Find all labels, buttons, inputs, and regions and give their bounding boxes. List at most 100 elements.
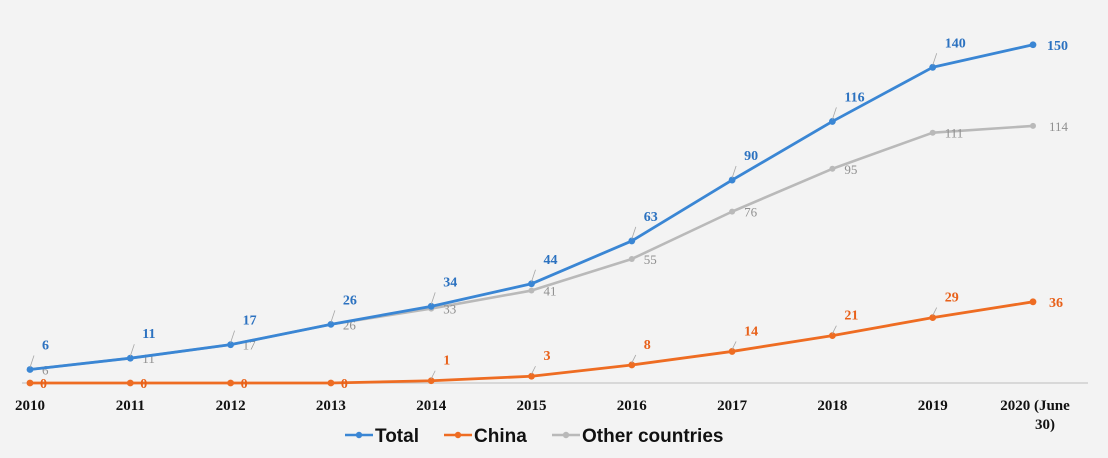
x-tick-label: 2017 [717,398,748,414]
legend-label-other-countries: Other countries [582,426,723,447]
other-countries-data-label: 76 [744,205,758,220]
china-label-leader [531,366,536,375]
china-series-line [30,300,1034,385]
china-point [628,361,636,369]
other-countries-series-line [29,124,1034,371]
total-point [728,176,736,184]
china-data-label: 0 [140,377,147,392]
china-point [227,379,235,387]
legend-label-china: China [474,426,527,447]
x-tick-label: 2018 [817,398,847,414]
total-data-label: 63 [644,210,658,225]
china-data-label: 8 [644,338,651,353]
other-countries-point [729,208,736,215]
total-point [126,354,134,362]
china-label-leader [631,354,637,364]
china-point [528,372,535,380]
x-tick-label: 2014 [416,398,447,414]
x-tick-label: 2015 [517,398,547,414]
china-label-leader [932,307,938,316]
x-tick-label-cont: 30) [1035,417,1055,433]
x-tick-label: 2012 [216,398,246,414]
other-countries-data-label: 95 [844,162,857,177]
x-axis-tick-labels: 2010 2011 2012 2013 2014 2015 2016 2017 2018 2019… [15,398,1070,433]
china-point [1029,298,1037,306]
x-tick-label: 2019 [918,398,948,414]
other-countries-data-label: 111 [945,126,964,141]
x-tick-label: 2016 [617,398,648,414]
total-point [528,280,535,288]
total-label-leader [531,269,536,282]
china-data-label: 21 [844,309,858,324]
other-countries-point [528,287,535,294]
other-countries-data-label: 33 [443,302,456,317]
total-data-label: 34 [443,275,457,290]
legend-marker-china [454,431,462,439]
total-data-label: 44 [544,253,558,268]
total-point [929,63,937,71]
total-label-leader [330,310,336,323]
total-data-label: 11 [142,327,155,342]
total-series-line [29,43,1034,371]
plot-area: 6 11 17 26 33 41 55 76 95 111 114 0 0 0 0 1 3 8 14 21 29 36 6 1… [26,36,1069,392]
total-data-label: 17 [243,314,257,329]
total-point [327,320,335,328]
total-point [26,366,34,373]
legend-label-total: Total [375,426,419,447]
china-point [126,379,134,387]
china-data-label: 0 [341,377,348,392]
other-countries-data-label: 41 [544,284,557,299]
other-countries-point [829,165,836,172]
total-label-leader [631,226,637,240]
total-label-leader [430,292,436,305]
china-data-label: 3 [544,349,551,364]
total-point [628,237,636,245]
china-point [26,379,34,387]
total-label-leader [129,344,135,357]
china-point [929,314,937,322]
china-data-label: 1 [443,354,450,369]
total-data-label: 150 [1047,39,1068,54]
china-point [829,332,836,340]
other-countries-data-label: 114 [1049,119,1069,134]
x-tick-label: 2020 (June [1000,398,1070,414]
total-point [227,341,235,349]
x-tick-label: 2010 [15,398,45,414]
total-data-label: 116 [844,90,864,105]
other-countries-point [628,255,635,262]
total-data-label: 90 [744,149,758,164]
legend-marker-total [355,431,363,439]
other-countries-data-label: 11 [142,351,155,366]
other-countries-point [1030,122,1036,129]
china-data-label: 14 [744,324,758,339]
total-label-leader [230,330,235,343]
china-data-label: 0 [40,377,47,392]
china-label-leader [731,341,737,350]
china-label-leader [430,370,436,379]
x-tick-label: 2013 [316,398,346,414]
china-data-label: 29 [945,291,959,306]
other-countries-data-label: 6 [42,362,49,377]
other-countries-point [929,129,936,136]
x-tick-label: 2011 [116,398,145,414]
legend: Total China Other countries [345,426,723,447]
total-label-leader [731,165,737,179]
legend-marker-other-countries [562,431,570,439]
total-point [1029,41,1037,49]
china-label-leader [832,325,837,334]
total-label-leader [29,355,35,368]
total-data-label: 6 [42,338,49,353]
total-data-label: 140 [945,36,966,51]
china-point [427,377,435,385]
china-point [728,348,736,355]
china-data-label: 0 [241,377,248,392]
other-countries-data-label: 55 [644,252,657,267]
total-point [427,302,435,310]
china-point [327,379,335,387]
total-point [829,118,836,125]
china-data-label: 36 [1049,296,1063,311]
total-label-leader [832,107,837,120]
total-data-label: 26 [343,293,357,308]
total-label-leader [932,53,938,66]
